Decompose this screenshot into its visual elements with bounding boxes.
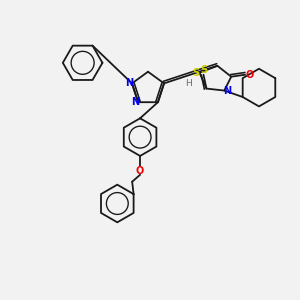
Text: H: H (185, 79, 192, 88)
Text: O: O (136, 166, 144, 176)
Text: S: S (192, 68, 199, 78)
Text: S: S (200, 65, 207, 75)
Text: N: N (223, 85, 231, 96)
Text: O: O (246, 70, 254, 80)
Text: N: N (125, 78, 133, 88)
Text: N: N (131, 97, 139, 107)
